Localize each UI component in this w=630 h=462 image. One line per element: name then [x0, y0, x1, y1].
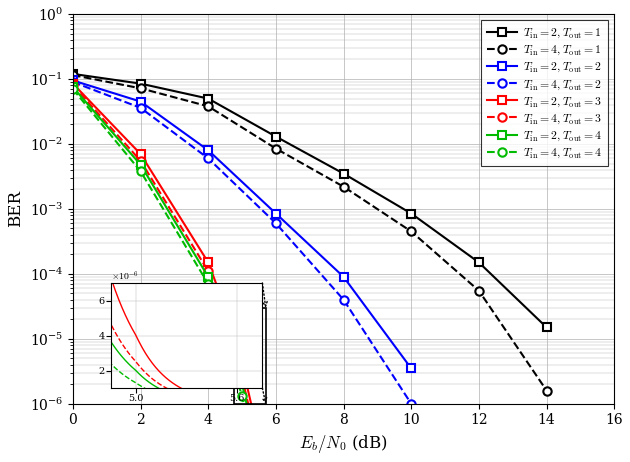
Legend: $T_{\rm in} = 2, T_{\rm out} = 1$, $T_{\rm in} = 4, T_{\rm out} = 1$, $T_{\rm in: $T_{\rm in} = 2, T_{\rm out} = 1$, $T_{\…	[481, 20, 609, 166]
X-axis label: $E_b/N_0$ (dB): $E_b/N_0$ (dB)	[299, 433, 388, 455]
Y-axis label: BER: BER	[7, 190, 24, 227]
Bar	[234, 308, 266, 404]
